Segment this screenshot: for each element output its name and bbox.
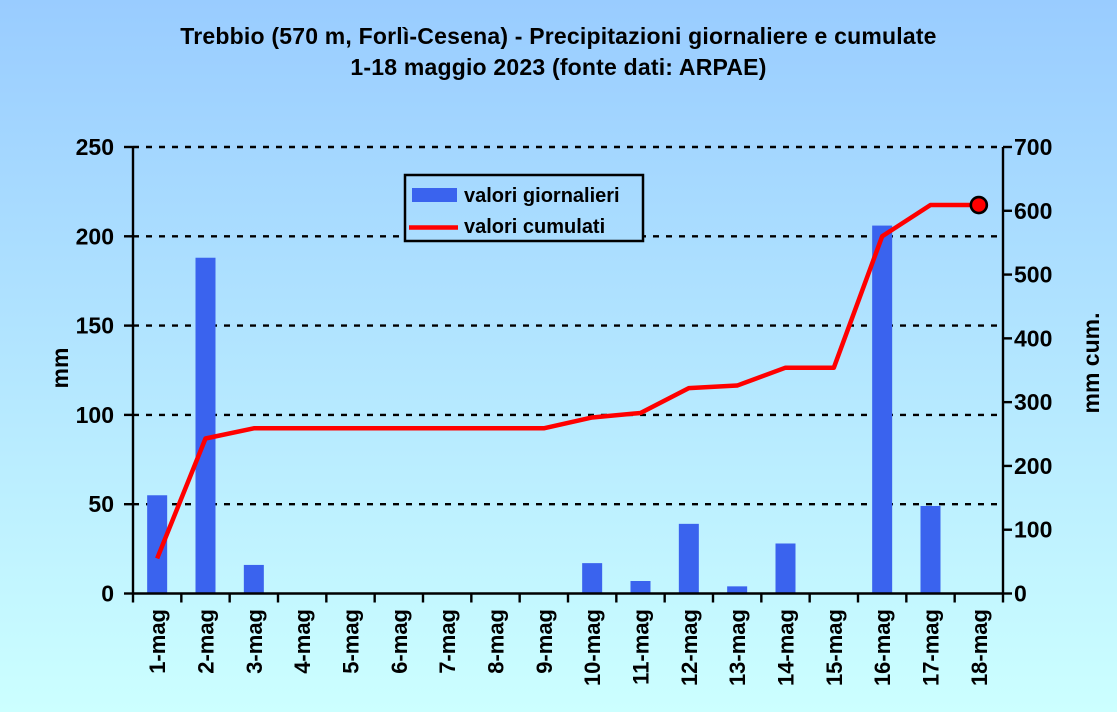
bar-13-mag (727, 586, 748, 594)
left-tick-label-100: 100 (76, 402, 114, 428)
legend-box (403, 173, 645, 243)
left-tick-label-0: 0 (101, 581, 114, 607)
left-tick-label-150: 150 (76, 313, 114, 339)
chart-title-line2: 1-18 maggio 2023 (fonte dati: ARPAE) (350, 54, 767, 80)
end-marker (969, 195, 989, 215)
right-tick-label-600: 600 (1014, 198, 1052, 224)
right-tick-label-500: 500 (1014, 262, 1052, 288)
cumulative-line (155, 202, 979, 560)
right-tick-label-700: 700 (1014, 134, 1052, 160)
bar-14-mag (775, 543, 796, 594)
bar-12-mag (678, 523, 699, 594)
x-tick-label-15-mag: 15-mag (822, 609, 847, 686)
x-tick-label-12-mag: 12-mag (677, 609, 702, 686)
left-tick-label-50: 50 (88, 491, 114, 517)
right-tick-label-100: 100 (1014, 517, 1052, 543)
x-tick-label-4-mag: 4-mag (290, 609, 315, 674)
legend-daily-swatch (412, 188, 457, 202)
x-tick-label-11-mag: 11-mag (629, 609, 654, 685)
left-tick-label-250: 250 (76, 134, 114, 160)
x-tick-label-1-mag: 1-mag (145, 609, 170, 674)
left-axis-title: mm (47, 348, 73, 389)
left-tick-label-200: 200 (76, 223, 114, 249)
x-tick-label-17-mag: 17-mag (919, 609, 944, 686)
x-tick-label-14-mag: 14-mag (774, 609, 799, 686)
bar-3-mag (243, 564, 264, 594)
x-tick-label-9-mag: 9-mag (532, 609, 557, 674)
right-tick-label-400: 400 (1014, 325, 1052, 351)
x-tick-label-16-mag: 16-mag (870, 609, 895, 686)
bar-11-mag (630, 580, 651, 594)
x-tick-label-7-mag: 7-mag (435, 609, 460, 674)
bar-17-mag (920, 505, 941, 594)
x-tick-label-6-mag: 6-mag (387, 609, 412, 674)
chart-title: Trebbio (570 m, Forlì-Cesena) - Precipit… (0, 21, 1117, 83)
right-axis-title: mm cum. (1078, 313, 1104, 414)
x-tick-label-8-mag: 8-mag (484, 609, 509, 674)
legend-daily-label: valori giornalieri (464, 185, 620, 207)
x-tick-label-2-mag: 2-mag (194, 609, 219, 674)
right-tick-label-0: 0 (1014, 581, 1027, 607)
right-tick-label-300: 300 (1014, 389, 1052, 415)
right-tick-label-200: 200 (1014, 453, 1052, 479)
x-tick-label-3-mag: 3-mag (242, 609, 267, 674)
legend-cumulative-label: valori cumulati (464, 216, 606, 238)
bar-2-mag (195, 257, 216, 594)
chart-title-line1: Trebbio (570 m, Forlì-Cesena) - Precipit… (180, 23, 937, 49)
x-tick-label-5-mag: 5-mag (339, 609, 364, 674)
x-tick-label-10-mag: 10-mag (580, 609, 605, 686)
bar-16-mag (872, 225, 893, 594)
bar-10-mag (582, 563, 603, 594)
bar-1-mag (147, 495, 168, 594)
x-tick-label-18-mag: 18-mag (967, 609, 992, 686)
x-tick-label-13-mag: 13-mag (725, 609, 750, 686)
